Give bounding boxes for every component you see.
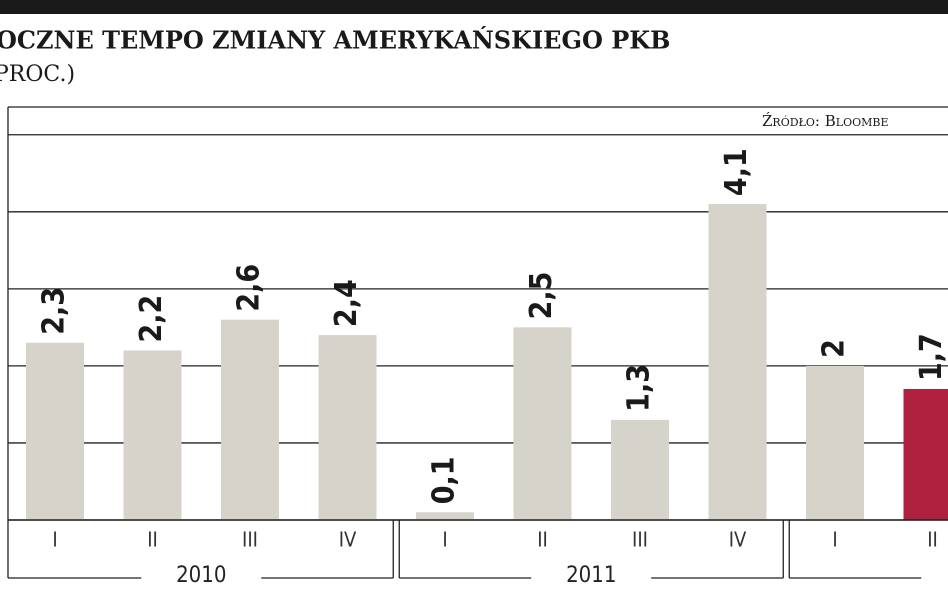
value-label: 2,2 [134,295,169,343]
value-label: 2,6 [232,264,267,312]
value-label: 1,3 [622,364,657,412]
value-label: 4,1 [719,148,754,196]
group-label: 2010 [176,563,226,588]
x-tick-label: I [52,528,57,552]
bar [318,335,377,520]
value-label: 2,5 [524,272,559,320]
value-label: 2,3 [37,287,72,335]
bar [221,319,279,520]
x-tick-label: III [632,528,648,552]
x-tick-label: I [832,528,837,552]
bar [611,419,669,520]
x-tick-label: II [537,528,548,552]
header-bar [0,0,948,14]
chart-subtitle: PROC.) [0,62,75,87]
bar [806,365,864,520]
value-label: 2,4 [329,279,364,327]
x-tick-label: IV [339,528,357,552]
x-tick-label: III [242,528,258,552]
value-label: 2 [817,339,852,358]
bar [416,512,474,520]
x-tick-label: II [927,528,938,552]
x-tick-label: I [442,528,447,552]
bar [123,350,182,520]
chart-title: OCZNE TEMPO ZMIANY AMERYKAŃSKIEGO PKB [0,26,670,55]
bar [513,327,572,520]
value-label: 0,1 [427,456,462,504]
group-label: 2011 [566,563,616,588]
bar [26,342,84,520]
bar [903,389,948,520]
x-tick-label: IV [729,528,747,552]
value-label: 1,7 [914,333,948,381]
source: Źródło: Bloombe [762,112,888,130]
x-tick-label: II [147,528,158,552]
bar [708,204,767,520]
